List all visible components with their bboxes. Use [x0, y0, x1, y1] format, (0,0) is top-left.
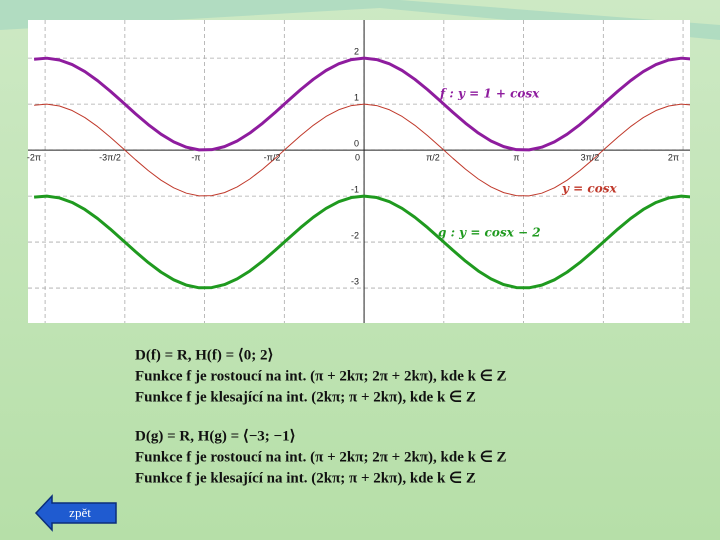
x-tick-label: π	[513, 152, 519, 162]
y-tick-label: -3	[351, 276, 359, 286]
arrow[interactable]	[34, 494, 117, 532]
text-line: Funkce f je klesající na int. (2kπ; π + …	[135, 470, 476, 486]
curve	[34, 103, 690, 197]
y-tick-label: -2	[351, 230, 359, 240]
decoration	[0, 0, 720, 40]
text-line: D(f) = R, H(f) = ⟨0; 2⟩	[135, 347, 273, 363]
plot	[28, 20, 690, 323]
text-line: Funkce f je rostoucí na int. (π + 2kπ; 2…	[135, 449, 507, 465]
x-tick-label: 3π/2	[581, 152, 600, 162]
curve	[33, 56, 690, 152]
text-line: Funkce f je klesající na int. (2kπ; π + …	[135, 389, 476, 405]
curve-label: f : y = 1 + cosx	[439, 87, 540, 101]
button-label[interactable]: zpět	[69, 505, 91, 520]
text-line: Funkce f je rostoucí na int. (π + 2kπ; 2…	[135, 368, 507, 384]
x-tick-label: π/2	[426, 152, 440, 162]
y-tick-label: 0	[354, 138, 359, 148]
x-tick-label: -π	[191, 152, 200, 162]
y-tick-label: -1	[351, 184, 359, 194]
x-tick-label: -2π	[27, 152, 41, 162]
y-tick-label: 1	[354, 93, 359, 103]
x-tick-label: 2π	[668, 152, 679, 162]
y-tick-label: 2	[354, 47, 359, 57]
curve-label: g : y = cosx − 2	[438, 226, 541, 240]
x-tick-label: -π/2	[264, 152, 281, 162]
x-tick-label: 0	[355, 152, 360, 162]
labels: -2π -3π/2 -π -π/2 0 π/2 π 3π/2 2π 2 1 0 -1 -2 -3 f : y …	[27, 47, 679, 287]
curve	[33, 194, 690, 290]
x-tick-label: -3π/2	[99, 152, 121, 162]
curve-label: y = cosx	[561, 182, 617, 196]
back-button[interactable]: zpět	[34, 494, 117, 532]
plot-area	[28, 20, 690, 323]
text-line: D(g) = R, H(g) = ⟨−3; −1⟩	[135, 428, 295, 444]
